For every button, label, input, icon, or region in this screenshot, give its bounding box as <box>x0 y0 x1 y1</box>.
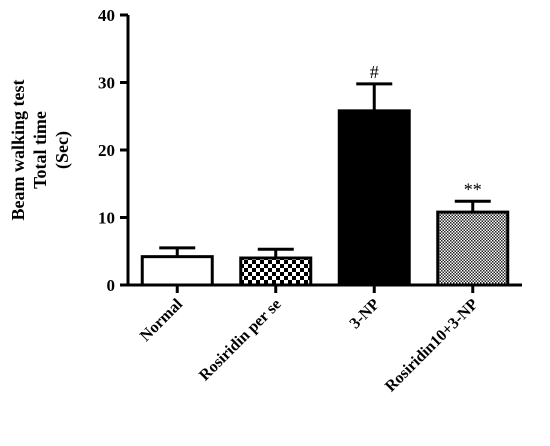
y-tick-label: 40 <box>98 6 115 25</box>
category-labels: Normal Rosiridin per se 3-NPRosiridin10+3-… <box>137 295 482 395</box>
category-label: Normal <box>137 295 186 344</box>
significance-marker: ** <box>464 179 482 199</box>
y-axis-label-line-3: (Sec) <box>52 131 73 169</box>
bars: # ** <box>140 62 510 287</box>
bar <box>239 256 313 287</box>
y-axis-label-line-2: Total time <box>30 111 50 189</box>
category-label: Rosiridin per se <box>196 296 284 384</box>
bar <box>140 255 214 287</box>
y-tick-label: 30 <box>98 74 115 93</box>
bar <box>337 109 411 287</box>
y-axis-label: Beam walking test Total time (Sec) <box>8 80 73 221</box>
category-label: Rosiridin10+3-NP <box>382 296 482 396</box>
y-axis-label-line-1: Beam walking test <box>8 80 28 221</box>
y-tick-label: 0 <box>107 276 116 295</box>
y-tick-label: 20 <box>98 141 115 160</box>
y-tick-label: 10 <box>98 209 115 228</box>
category-label: 3-NP <box>347 296 384 333</box>
significance-marker: # <box>370 62 379 82</box>
bar <box>436 210 510 287</box>
